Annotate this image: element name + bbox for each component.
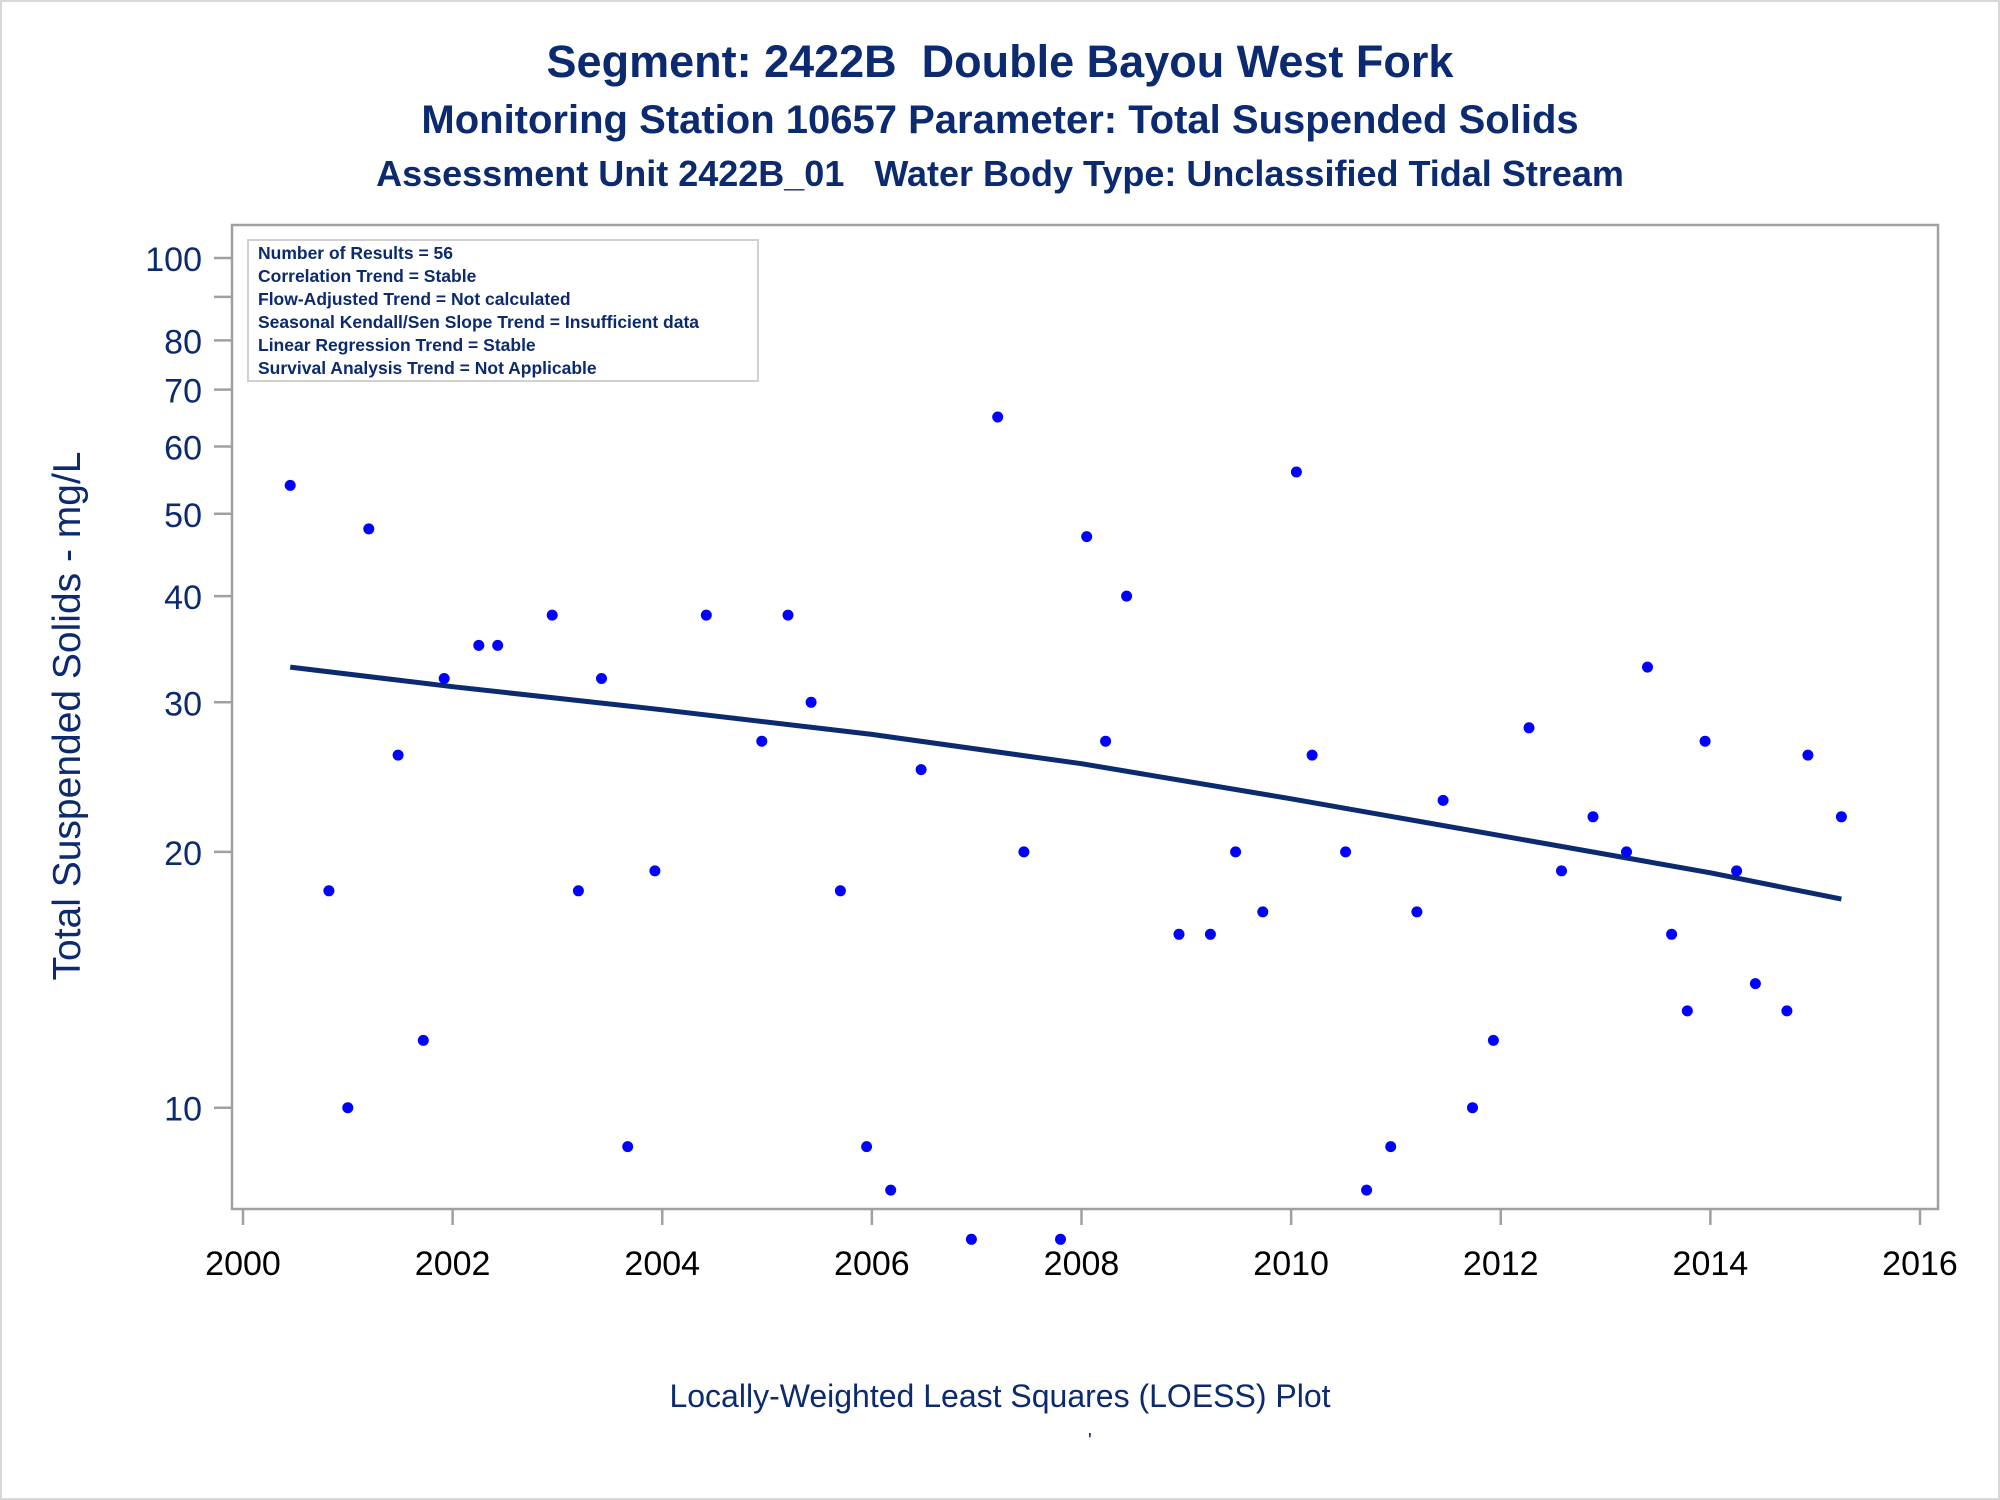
data-point-19 [805,696,817,708]
data-point-1 [284,479,296,491]
data-points [284,252,1847,1245]
data-point-9 [492,639,504,651]
data-point-26 [1018,846,1030,858]
chart-title: Segment: 2422B Double Bayou West Fork [546,36,1454,87]
data-point-33 [1230,846,1242,858]
data-point-31 [1173,928,1185,940]
data-point-10 [546,609,558,621]
stats-line-6: Survival Analysis Trend = Not Applicable [258,358,597,378]
y-tick-label: 60 [164,430,202,468]
y-tick-label: 50 [164,497,202,535]
x-tick-label: 2000 [205,1245,281,1283]
x-tick-label: 2016 [1882,1245,1958,1283]
data-point-20 [834,885,846,897]
data-point-7 [438,673,450,684]
y-tick-label: 70 [164,373,202,411]
data-point-14 [649,865,661,877]
data-point-24 [965,1233,977,1245]
x-tick-label: 2014 [1673,1245,1749,1283]
data-point-22 [885,1184,897,1196]
x-tick-label: 2012 [1463,1245,1539,1283]
data-point-41 [1437,794,1449,806]
data-point-11 [572,885,584,897]
y-tick-label: 30 [164,685,202,723]
data-point-23 [915,764,927,776]
chart-subtitle-assessment: Assessment Unit 2422B_01 Water Body Type… [376,153,1624,194]
x-tick-label: 2008 [1044,1245,1120,1283]
y-tick-label: 20 [164,835,202,873]
data-point-50 [1681,1005,1693,1017]
data-point-2 [323,885,335,897]
stats-line-5: Linear Regression Trend = Stable [258,335,536,355]
data-point-16 [700,609,712,621]
plot-area-frame [230,223,1940,1211]
data-point-49 [1666,928,1678,940]
footnote: Locally-Weighted Least Squares (LOESS) P… [669,1378,1331,1414]
stats-box: Number of Results = 56 Correlation Trend … [247,239,759,382]
data-point-51 [1699,735,1711,747]
data-point-54 [1781,1005,1793,1017]
data-point-3 [342,1102,354,1114]
data-point-44 [1523,722,1535,734]
data-point-47 [1621,846,1632,858]
data-point-18 [782,609,794,621]
data-point-52 [1731,865,1743,877]
data-point-17 [756,735,768,747]
data-point-21 [861,1141,873,1153]
data-point-6 [417,1034,429,1046]
data-point-5 [392,749,404,761]
chart-subtitle-station: Monitoring Station 10657 Parameter: Tota… [421,98,1579,142]
data-point-25 [992,411,1004,423]
data-point-8 [473,639,485,651]
x-tick-label: 2010 [1253,1245,1329,1283]
data-point-42 [1467,1102,1478,1114]
y-tick-label: 10 [164,1091,202,1129]
y-tick-label: 40 [164,579,202,617]
stats-line-1: Number of Results = 56 [258,243,453,263]
x-tick-label: 2004 [624,1245,700,1283]
data-point-36 [1306,749,1318,761]
x-axis: 2000 2002 2004 2006 2008 2010 2012 2014 2016 [205,1209,1958,1283]
data-point-32 [1204,928,1216,940]
data-point-34 [1257,906,1269,918]
loess-trend-line [289,664,1842,902]
data-point-39 [1385,1141,1397,1153]
stats-line-4: Seasonal Kendall/Sen Slope Trend = Insuf… [258,312,699,332]
data-point-40 [1411,906,1423,918]
data-point-55 [1802,749,1814,761]
data-point-46 [1587,811,1599,823]
x-tick-label: 2006 [834,1245,910,1283]
x-tick-label: 2002 [415,1245,491,1283]
data-point-56 [1835,811,1847,823]
data-point-27 [1055,1233,1066,1245]
data-point-45 [1556,865,1567,877]
stats-line-2: Correlation Trend = Stable [258,266,477,286]
data-point-30 [1121,590,1133,602]
y-axis-label: Total Suspended Solids - mg/L [46,452,89,981]
stats-line-3: Flow-Adjusted Trend = Not calculated [258,289,571,309]
data-point-53 [1749,978,1761,990]
data-point-13 [622,1141,634,1153]
data-point-4 [363,523,375,535]
footnote-mark: ' [1088,1430,1092,1452]
data-point-43 [1487,1034,1499,1046]
data-point-38 [1361,1184,1373,1196]
data-point-37 [1340,846,1352,858]
data-point-28 [1081,531,1093,543]
data-point-29 [1100,735,1112,747]
y-tick-label: 80 [164,323,202,361]
data-point-35 [1290,466,1302,478]
data-point-48 [1642,661,1653,673]
stats-box-frame [247,239,759,382]
data-point-12 [596,673,607,684]
y-axis: 10 20 30 40 50 60 70 80 100 [145,241,232,1129]
y-tick-label: 100 [145,241,202,279]
